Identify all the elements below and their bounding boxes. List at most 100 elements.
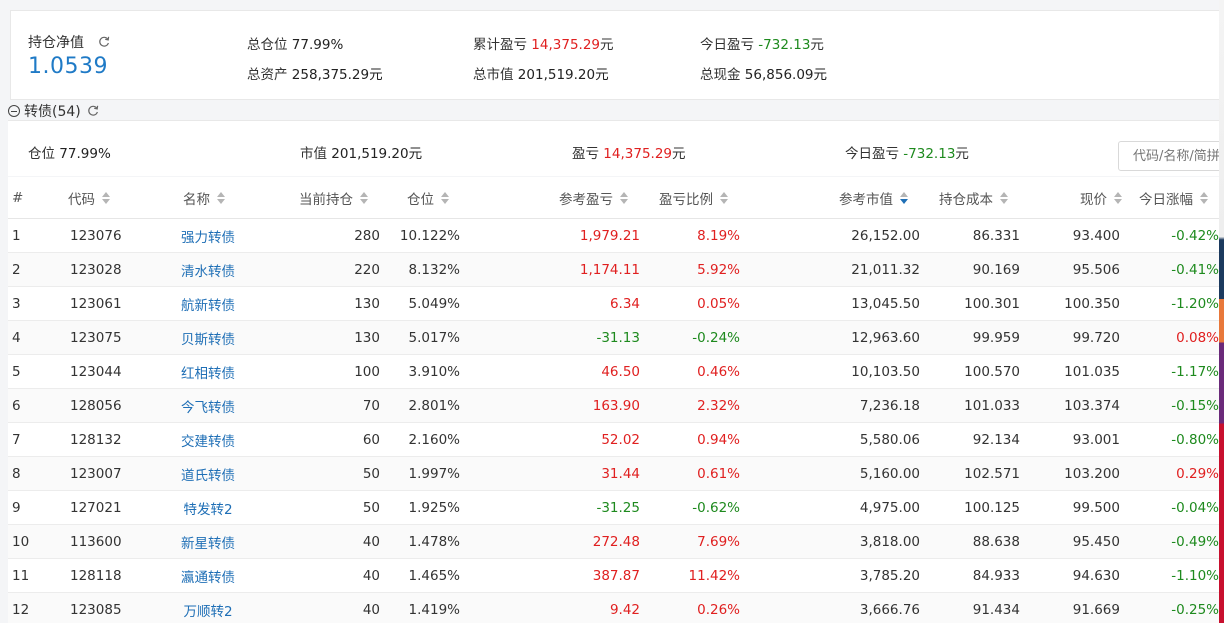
- cell-name-text[interactable]: 贝斯转债: [181, 331, 235, 348]
- cell-code: 123061: [70, 287, 170, 320]
- cell-change-text: -0.49%: [1171, 533, 1219, 550]
- cell-change-text: -0.42%: [1171, 227, 1219, 244]
- cell-name-text[interactable]: 航新转债: [181, 297, 235, 314]
- cell-cost: 84.933: [920, 559, 1020, 592]
- table-row[interactable]: 2 123028 清水转债 220 8.132% 1,174.11 5.92% 21,011.…: [8, 253, 1224, 287]
- sort-icon[interactable]: [1200, 191, 1208, 204]
- col-header-name[interactable]: 名称: [183, 177, 293, 218]
- cell-cost-text: 100.301: [964, 295, 1020, 312]
- cumulative-pnl-unit: 元: [600, 37, 614, 53]
- cell-index-text: 8: [12, 465, 21, 482]
- cell-holding-text: 40: [362, 601, 380, 618]
- cell-index: 5: [12, 355, 42, 388]
- cell-name[interactable]: 瀛通转债: [158, 559, 258, 592]
- cell-holding-text: 220: [354, 261, 380, 278]
- col-header-price[interactable]: 现价: [1080, 177, 1140, 218]
- cell-name-text[interactable]: 万顺转2: [183, 603, 233, 620]
- cell-name[interactable]: 今飞转债: [158, 389, 258, 422]
- table-row[interactable]: 4 123075 贝斯转债 130 5.017% -31.13 -0.24% 12,963.6…: [8, 321, 1224, 355]
- col-header-code[interactable]: 代码: [68, 177, 178, 218]
- cell-position-text: 3.910%: [408, 363, 460, 380]
- table-row[interactable]: 3 123061 航新转债 130 5.049% 6.34 0.05% 13,045.50 10…: [8, 287, 1224, 321]
- sort-icon[interactable]: [441, 191, 449, 204]
- cell-name[interactable]: 强力转债: [158, 219, 258, 252]
- cell-change: -0.49%: [1120, 525, 1219, 558]
- search-input[interactable]: [1118, 141, 1224, 171]
- col-header-pnl[interactable]: 参考盈亏: [559, 177, 659, 218]
- sort-icon[interactable]: [1000, 191, 1008, 204]
- cell-price: 94.630: [1020, 559, 1120, 592]
- total-market-value-label: 总市值: [473, 67, 514, 83]
- total-assets: 总资产 258,375.29元: [247, 63, 383, 83]
- sort-icon[interactable]: [217, 191, 225, 204]
- cell-name[interactable]: 新星转债: [158, 525, 258, 558]
- table-row[interactable]: 10 113600 新星转债 40 1.478% 272.48 7.69% 3,818.00 8…: [8, 525, 1224, 559]
- table-row[interactable]: 5 123044 红相转债 100 3.910% 46.50 0.46% 10,103.50 1…: [8, 355, 1224, 389]
- table-row[interactable]: 1 123076 强力转债 280 10.122% 1,979.21 8.19% 26,152…: [8, 219, 1224, 253]
- cell-market-value-text: 3,818.00: [859, 533, 920, 550]
- sort-icon[interactable]: [102, 191, 110, 204]
- table-row[interactable]: 7 128132 交建转债 60 2.160% 52.02 0.94% 5,580.06 92.…: [8, 423, 1224, 457]
- sort-icon[interactable]: [1114, 191, 1122, 204]
- cell-name-text[interactable]: 交建转债: [181, 433, 235, 450]
- cell-code-text: 123007: [70, 465, 122, 482]
- section-market-value-label: 市值: [300, 146, 327, 162]
- cell-name-text[interactable]: 今飞转债: [181, 399, 235, 416]
- cell-name[interactable]: 贝斯转债: [158, 321, 258, 354]
- cell-name[interactable]: 清水转债: [158, 253, 258, 286]
- refresh-icon[interactable]: [87, 105, 99, 117]
- cell-index: 12: [12, 593, 42, 623]
- col-header-position[interactable]: 仓位: [407, 177, 487, 218]
- col-header-holding[interactable]: 当前持仓: [299, 177, 409, 218]
- cell-holding: 50: [280, 457, 380, 490]
- section-pnl: 盈亏 14,375.29元: [572, 142, 686, 162]
- cell-change-text: -0.80%: [1171, 431, 1219, 448]
- nav-label-row: 持仓净值: [28, 32, 110, 52]
- cell-holding-text: 130: [354, 329, 380, 346]
- cell-pnl-ratio-text: -0.24%: [692, 329, 740, 346]
- col-header-pnl-ratio[interactable]: 盈亏比例: [659, 177, 759, 218]
- table-row[interactable]: 8 123007 道氏转债 50 1.997% 31.44 0.61% 5,160.00 102…: [8, 457, 1224, 491]
- cell-index: 4: [12, 321, 42, 354]
- cell-name[interactable]: 红相转债: [158, 355, 258, 388]
- cell-pnl-ratio-text: 5.92%: [697, 261, 740, 278]
- col-header-market-value[interactable]: 参考市值: [839, 177, 939, 218]
- cell-name[interactable]: 特发转2: [158, 491, 258, 524]
- cell-pnl-text: 387.87: [592, 567, 640, 584]
- cell-name-text[interactable]: 瀛通转债: [181, 569, 235, 586]
- sort-icon[interactable]: [720, 191, 728, 204]
- cell-position-text: 5.049%: [408, 295, 460, 312]
- sort-icon[interactable]: [360, 191, 368, 204]
- cell-name-text[interactable]: 特发转2: [183, 501, 233, 518]
- cell-name-text[interactable]: 道氏转债: [181, 467, 235, 484]
- cell-pnl-ratio-text: 11.42%: [688, 567, 740, 584]
- cell-name[interactable]: 万顺转2: [158, 593, 258, 623]
- cell-name[interactable]: 交建转债: [158, 423, 258, 456]
- col-header-change[interactable]: 今日涨幅: [1139, 177, 1224, 218]
- table-row[interactable]: 9 127021 特发转2 50 1.925% -31.25 -0.62% 4,975.00 1…: [8, 491, 1224, 525]
- table-row[interactable]: 6 128056 今飞转债 70 2.801% 163.90 2.32% 7,236.18 10…: [8, 389, 1224, 423]
- table-row[interactable]: 12 123085 万顺转2 40 1.419% 9.42 0.26% 3,666.76 91.…: [8, 593, 1224, 623]
- cell-name-text[interactable]: 新星转债: [181, 535, 235, 552]
- section-header-convertible-bonds[interactable]: 转债(54): [8, 101, 99, 121]
- cell-name-text[interactable]: 红相转债: [181, 365, 235, 382]
- section-today-pnl-unit: 元: [955, 146, 969, 162]
- table-row[interactable]: 11 128118 瀛通转债 40 1.465% 387.87 11.42% 3,785.20…: [8, 559, 1224, 593]
- cell-name-text[interactable]: 清水转债: [181, 263, 235, 280]
- cell-pnl-text: 6.34: [609, 295, 640, 312]
- cell-name[interactable]: 航新转债: [158, 287, 258, 320]
- cell-holding: 40: [280, 593, 380, 623]
- col-header-cost[interactable]: 持仓成本: [939, 177, 1039, 218]
- cell-holding: 40: [280, 525, 380, 558]
- collapse-icon[interactable]: [8, 105, 20, 117]
- cell-price: 93.001: [1020, 423, 1120, 456]
- sort-icon[interactable]: [900, 191, 908, 204]
- cell-name[interactable]: 道氏转债: [158, 457, 258, 490]
- cell-pnl-ratio-text: 7.69%: [697, 533, 740, 550]
- refresh-icon[interactable]: [98, 36, 110, 48]
- cell-name-text[interactable]: 强力转债: [181, 229, 235, 246]
- cell-code-text: 123085: [70, 601, 122, 618]
- sort-icon[interactable]: [620, 191, 628, 204]
- section-summary-bar: 仓位 77.99% 市值 201,519.20元 盈亏 14,375.29元 今…: [8, 120, 1224, 176]
- cell-cost: 101.033: [920, 389, 1020, 422]
